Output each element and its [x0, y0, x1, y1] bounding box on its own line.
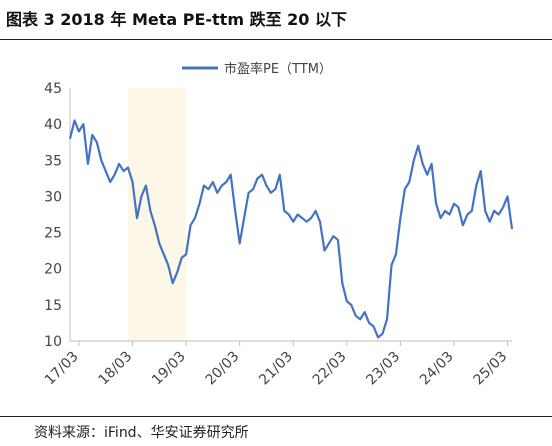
y-tick-label: 10: [44, 334, 62, 350]
bottom-rule: [0, 416, 552, 417]
chart-area: 10 15 20 25 30 35 40 45 17/03 18/03 19/03 20/03 21/…: [42, 61, 514, 388]
x-tick-label: 23/03: [363, 349, 403, 389]
x-tick-label: 22/03: [310, 349, 350, 389]
x-tick-label: 19/03: [149, 349, 189, 389]
y-tick-label: 30: [44, 189, 62, 205]
top-rule: [0, 39, 552, 40]
chart-title: 图表 3 2018 年 Meta PE-ttm 跌至 20 以下: [6, 10, 347, 29]
y-tick-label: 25: [44, 226, 62, 242]
y-tick-label: 20: [44, 262, 62, 278]
x-tick-label: 17/03: [42, 349, 82, 389]
y-tick-label: 45: [44, 81, 62, 97]
x-tick-label: 24/03: [417, 349, 457, 389]
y-tick-label: 40: [44, 117, 62, 133]
legend: 市盈率PE（TTM）: [182, 61, 332, 77]
y-axis-ticks: 10 15 20 25 30 35 40 45: [44, 81, 62, 350]
y-tick-label: 35: [44, 153, 62, 169]
legend-label: 市盈率PE（TTM）: [224, 61, 332, 77]
x-axis-ticks: 17/03 18/03 19/03 20/03 21/03 22/03 23/03 24/03…: [42, 341, 510, 388]
x-tick-label: 18/03: [95, 349, 135, 389]
x-tick-label: 25/03: [471, 349, 511, 389]
y-tick-label: 15: [44, 298, 62, 314]
pe-ttm-line: [68, 119, 514, 339]
x-tick-label: 21/03: [256, 349, 296, 389]
source-note: 资料来源：iFind、华安证券研究所: [34, 425, 249, 441]
x-tick-label: 20/03: [203, 349, 243, 389]
